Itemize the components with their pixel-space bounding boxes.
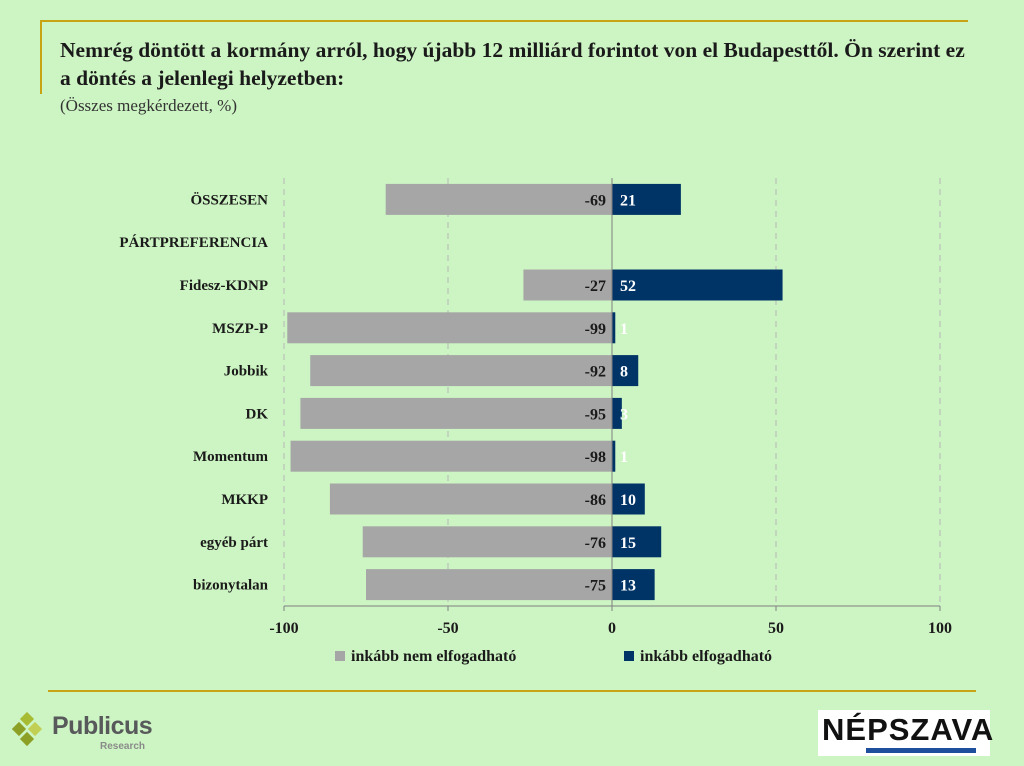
legend-label: inkább nem elfogadható [351, 648, 516, 665]
data-label-positive: 8 [620, 364, 628, 381]
bar-positive [612, 269, 783, 301]
data-label-negative: -75 [585, 578, 606, 595]
legend-swatch [335, 651, 345, 661]
bar-positive [612, 183, 681, 215]
top-rule [40, 20, 968, 22]
bar-positive [612, 526, 662, 558]
data-label-negative: -99 [585, 321, 606, 338]
data-label-negative: -98 [585, 449, 606, 466]
publicus-sub: Research [100, 741, 146, 752]
data-label-positive: 21 [620, 192, 636, 209]
chart: ÖSSZESEN -69 21 PÁRTPREFERENCIA Fidesz-KDNP -… [119, 178, 952, 665]
bar-positive [612, 569, 655, 601]
bottom-rule [48, 690, 976, 692]
bar-negative [329, 483, 612, 515]
x-tick-label: -100 [269, 620, 298, 637]
data-label-positive: 52 [620, 278, 636, 295]
category-label: bizonytalan [193, 578, 269, 594]
data-label-positive: 1 [620, 321, 628, 338]
category-label: Momentum [193, 449, 268, 465]
category-label: egyéb párt [200, 535, 268, 551]
category-label: DK [246, 406, 269, 422]
bar-negative [362, 526, 612, 558]
bar-positive [612, 483, 645, 515]
publicus-diamond-icon [12, 712, 43, 747]
bar-negative [366, 569, 612, 601]
legend-label: inkább elfogadható [640, 648, 772, 665]
data-label-negative: -69 [585, 192, 606, 209]
data-label-negative: -76 [585, 535, 606, 552]
nepszava-name: NÉPSZAVA [822, 712, 995, 747]
data-label-positive: 1 [620, 449, 628, 466]
nepszava-logo: NÉPSZAVA [818, 710, 993, 756]
category-label: ÖSSZESEN [190, 191, 268, 208]
bar-positive [612, 355, 639, 387]
chart-title: Nemrég döntött a kormány arról, hogy úja… [60, 38, 965, 90]
data-label-positive: 3 [620, 406, 628, 423]
chart-subtitle: (Összes megkérdezett, %) [60, 96, 238, 115]
publicus-name: Publicus [52, 712, 153, 740]
data-label-positive: 13 [620, 578, 636, 595]
data-label-positive: 15 [620, 535, 636, 552]
bar-positive [612, 440, 616, 472]
bar-negative [385, 183, 612, 215]
bar-negative [287, 312, 612, 344]
title-rule [40, 22, 42, 94]
data-label-negative: -86 [585, 492, 606, 509]
data-label-negative: -92 [585, 364, 606, 381]
bar-negative [300, 397, 612, 429]
x-tick-label: -50 [437, 620, 458, 637]
data-label-negative: -27 [585, 278, 606, 295]
bar-positive [612, 312, 616, 344]
publicus-logo: Publicus Research [12, 708, 162, 756]
x-tick-label: 100 [928, 620, 952, 637]
data-label-positive: 10 [620, 492, 636, 509]
x-tick-label: 0 [608, 620, 616, 637]
x-tick-label: 50 [768, 620, 784, 637]
category-label: Fidesz-KDNP [180, 278, 268, 294]
category-label: MKKP [221, 492, 268, 508]
category-label: MSZP-P [212, 321, 268, 337]
nepszava-strip [866, 748, 976, 753]
data-label-negative: -95 [585, 406, 606, 423]
category-label: PÁRTPREFERENCIA [119, 234, 268, 251]
bar-positive [612, 397, 622, 429]
bar-negative [523, 269, 612, 301]
bar-negative [310, 355, 612, 387]
legend-swatch [624, 651, 634, 661]
category-label: Jobbik [224, 364, 269, 380]
bar-negative [290, 440, 612, 472]
